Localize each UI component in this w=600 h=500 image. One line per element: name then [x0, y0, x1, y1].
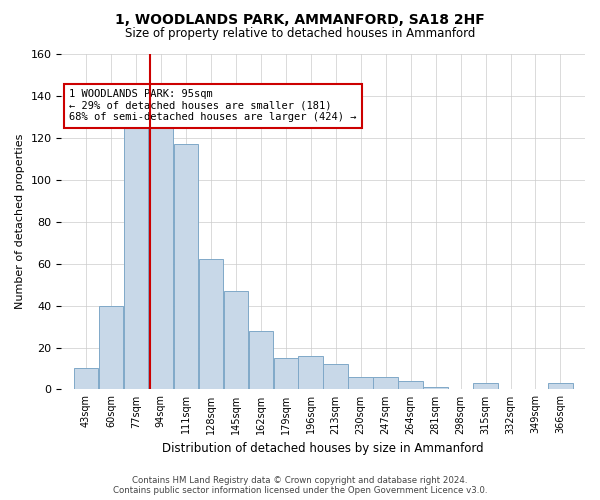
Text: Size of property relative to detached houses in Ammanford: Size of property relative to detached ho…: [125, 28, 475, 40]
Bar: [274, 358, 298, 390]
Bar: [298, 356, 323, 390]
Bar: [323, 364, 348, 390]
Bar: [149, 119, 173, 390]
Bar: [373, 377, 398, 390]
Bar: [74, 368, 98, 390]
Text: 1 WOODLANDS PARK: 95sqm
← 29% of detached houses are smaller (181)
68% of semi-d: 1 WOODLANDS PARK: 95sqm ← 29% of detache…: [69, 89, 357, 122]
Bar: [398, 381, 423, 390]
Bar: [349, 377, 373, 390]
X-axis label: Distribution of detached houses by size in Ammanford: Distribution of detached houses by size …: [163, 442, 484, 455]
Bar: [98, 306, 123, 390]
Bar: [248, 330, 273, 390]
Text: Contains HM Land Registry data © Crown copyright and database right 2024.
Contai: Contains HM Land Registry data © Crown c…: [113, 476, 487, 495]
Bar: [173, 144, 198, 390]
Bar: [224, 291, 248, 390]
Bar: [124, 119, 148, 390]
Bar: [424, 388, 448, 390]
Text: 1, WOODLANDS PARK, AMMANFORD, SA18 2HF: 1, WOODLANDS PARK, AMMANFORD, SA18 2HF: [115, 12, 485, 26]
Bar: [548, 383, 573, 390]
Bar: [199, 260, 223, 390]
Bar: [473, 383, 498, 390]
Y-axis label: Number of detached properties: Number of detached properties: [15, 134, 25, 310]
